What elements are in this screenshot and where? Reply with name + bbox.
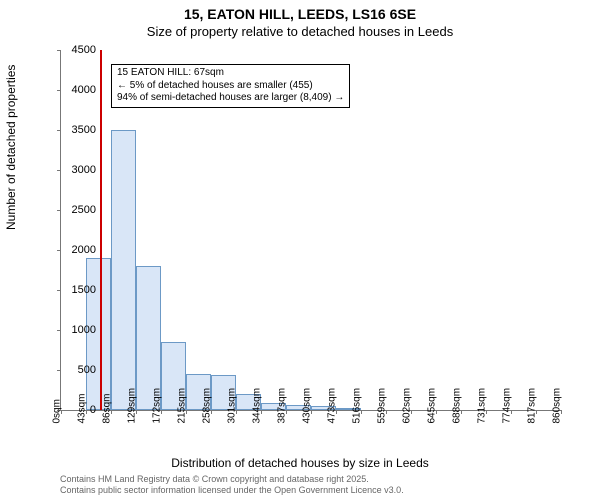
y-tick-label: 1000 xyxy=(56,324,96,336)
annotation-line3: 94% of semi-detached houses are larger (… xyxy=(117,92,344,105)
annotation-line2: ← 5% of detached houses are smaller (455… xyxy=(117,80,344,93)
y-tick-label: 4500 xyxy=(56,44,96,56)
y-tick-label: 2000 xyxy=(56,244,96,256)
y-tick-label: 2500 xyxy=(56,204,96,216)
y-tick-label: 3500 xyxy=(56,124,96,136)
y-tick-label: 500 xyxy=(56,364,96,376)
chart-title-line1: 15, EATON HILL, LEEDS, LS16 6SE xyxy=(0,6,600,22)
y-tick-label: 3000 xyxy=(56,164,96,176)
annotation-line1: 15 EATON HILL: 67sqm xyxy=(117,67,344,80)
y-axis-label: Number of detached properties xyxy=(4,65,18,230)
plot-area: 15 EATON HILL: 67sqm ← 5% of detached ho… xyxy=(60,50,561,411)
footer-attribution: Contains HM Land Registry data © Crown c… xyxy=(60,474,404,496)
histogram-bar xyxy=(111,130,136,410)
x-axis-label: Distribution of detached houses by size … xyxy=(0,456,600,470)
chart-container: 15, EATON HILL, LEEDS, LS16 6SE Size of … xyxy=(0,0,600,500)
footer-line2: Contains public sector information licen… xyxy=(60,485,404,496)
footer-line1: Contains HM Land Registry data © Crown c… xyxy=(60,474,404,485)
y-tick-label: 4000 xyxy=(56,84,96,96)
y-tick-label: 1500 xyxy=(56,284,96,296)
annotation-box: 15 EATON HILL: 67sqm ← 5% of detached ho… xyxy=(111,64,350,108)
chart-title-line2: Size of property relative to detached ho… xyxy=(0,24,600,39)
property-marker-line xyxy=(100,50,102,410)
